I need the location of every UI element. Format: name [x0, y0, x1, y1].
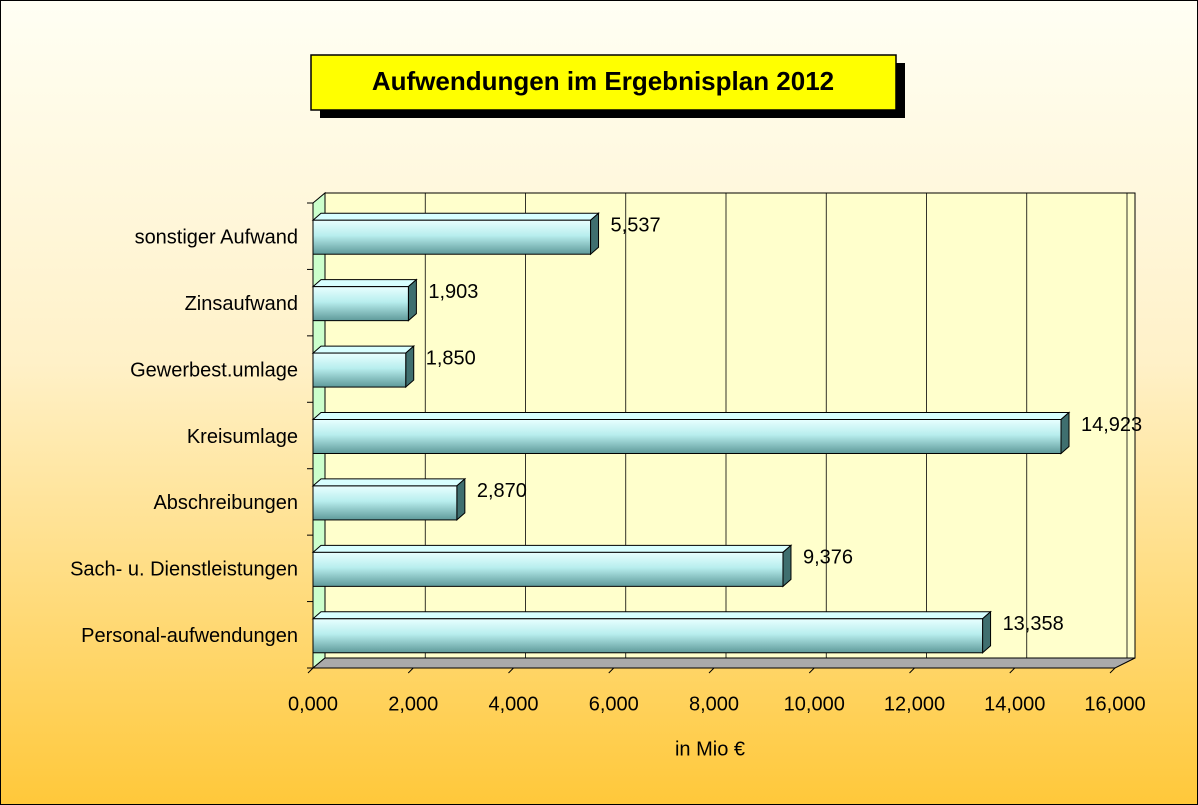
floor [311, 657, 1136, 669]
x-tick-label: 14,000 [984, 693, 1045, 715]
bar [312, 551, 784, 587]
bar [312, 286, 409, 322]
chart-title: Aufwendungen im Ergebnisplan 2012 [372, 66, 834, 96]
bar [312, 419, 1062, 454]
bar [312, 618, 984, 654]
data-label: 2,870 [477, 480, 527, 502]
data-label: 9,376 [803, 547, 853, 569]
y-tick-label: Kreisumlage [187, 426, 298, 448]
x-tick-label: 10,000 [784, 693, 845, 715]
x-tick [1009, 667, 1016, 674]
bar [312, 219, 592, 255]
x-tick-label: 16,000 [1084, 693, 1145, 715]
y-tick-label: Personal-aufwendungen [81, 625, 298, 647]
data-label: 5,537 [611, 214, 661, 236]
x-tick [909, 667, 915, 674]
bar [312, 352, 407, 388]
data-label: 13,358 [1003, 613, 1064, 635]
x-tick-label: 8,000 [689, 693, 739, 715]
bar-top [311, 345, 416, 354]
x-tick [708, 667, 715, 674]
bar-side [982, 610, 992, 654]
x-tick [808, 667, 815, 674]
x-axis-title: in Mio € [675, 738, 745, 760]
data-label: 1,850 [426, 347, 476, 369]
x-tick [608, 667, 615, 674]
bar [312, 485, 458, 521]
x-tick-label: 2,000 [388, 693, 438, 715]
y-tick-label: sonstiger Aufwand [135, 226, 298, 248]
x-tick-label: 0,000 [288, 693, 338, 715]
bar-top [311, 478, 467, 487]
x-tick [508, 667, 514, 674]
y-tick-label: Sach- u. Dienstleistungen [70, 559, 298, 581]
x-tick-label: 6,000 [589, 693, 639, 715]
bar-top [311, 212, 600, 221]
y-tick-label: Zinsaufwand [185, 293, 298, 315]
bar-top [311, 544, 793, 553]
bar-side [590, 212, 600, 256]
title-box [310, 54, 897, 111]
x-tick [407, 667, 414, 674]
y-tick-label: Abschreibungen [153, 492, 298, 514]
bar-side [1060, 411, 1070, 455]
x-tick [1109, 667, 1116, 674]
x-tick-label: 4,000 [488, 693, 538, 715]
x-tick-label: 12,000 [884, 693, 945, 715]
x-tick [307, 667, 314, 674]
data-label: 14,923 [1081, 414, 1142, 436]
bar-top [311, 412, 1071, 420]
bar-side [456, 477, 466, 522]
bar-top [311, 279, 418, 288]
bar-side [407, 278, 417, 322]
bar-side [405, 344, 415, 389]
bar-side [782, 544, 792, 588]
bar-top [311, 611, 992, 620]
y-tick-label: Gewerbest.umlage [130, 359, 298, 381]
data-label: 1,903 [428, 281, 478, 303]
